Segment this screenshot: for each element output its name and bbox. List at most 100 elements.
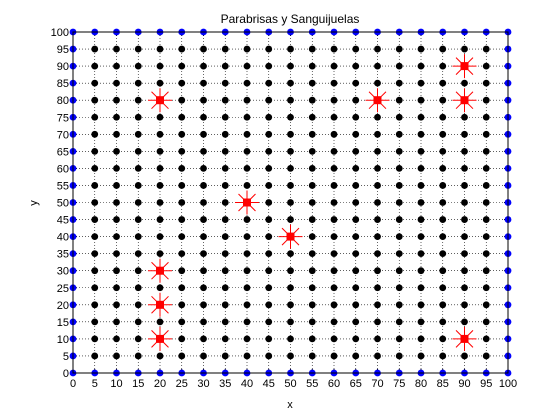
interior-point <box>265 284 273 292</box>
interior-point <box>439 182 447 189</box>
interior-point <box>395 318 403 326</box>
interior-point <box>308 96 316 104</box>
interior-point <box>374 79 381 87</box>
interior-point <box>482 216 490 223</box>
interior-point <box>91 147 99 155</box>
interior-point <box>134 113 142 121</box>
interior-point <box>178 147 186 155</box>
interior-point <box>439 199 447 206</box>
interior-point <box>265 130 273 138</box>
interior-point <box>417 284 425 292</box>
highlight-square <box>373 96 382 105</box>
interior-point <box>243 113 251 121</box>
interior-point <box>243 301 251 309</box>
interior-point <box>243 267 251 275</box>
interior-point <box>417 335 425 343</box>
interior-point <box>308 250 316 258</box>
interior-point <box>287 301 294 309</box>
interior-point <box>113 147 120 155</box>
interior-point <box>243 79 251 87</box>
y-tick-label: 100 <box>51 27 69 39</box>
interior-point <box>395 284 403 292</box>
interior-point <box>243 182 251 189</box>
interior-point <box>113 216 120 223</box>
interior-point <box>221 79 229 87</box>
interior-point <box>287 182 294 189</box>
interior-point <box>439 216 447 223</box>
interior-point <box>439 96 447 104</box>
interior-point <box>482 45 490 53</box>
interior-point <box>308 62 316 70</box>
interior-point <box>221 267 229 275</box>
interior-point <box>265 267 273 275</box>
interior-point <box>134 250 142 258</box>
interior-point <box>200 216 207 223</box>
interior-point <box>439 318 447 326</box>
interior-point <box>417 301 425 309</box>
interior-point <box>178 130 186 138</box>
interior-point <box>461 352 468 360</box>
x-axis-label: x <box>287 399 293 411</box>
interior-point <box>374 318 381 326</box>
interior-point <box>221 216 229 223</box>
interior-point <box>352 147 360 155</box>
interior-point <box>243 62 251 70</box>
interior-point <box>482 335 490 343</box>
interior-point <box>461 216 468 223</box>
interior-point <box>439 62 447 70</box>
interior-point <box>308 352 316 360</box>
interior-point <box>330 165 338 172</box>
interior-point <box>308 301 316 309</box>
interior-point <box>91 199 99 206</box>
x-tick-label: 55 <box>306 378 318 390</box>
interior-point <box>113 352 120 360</box>
interior-point <box>265 165 273 172</box>
highlighted-point <box>452 88 477 113</box>
interior-point <box>113 79 120 87</box>
x-tick-label: 0 <box>70 378 76 390</box>
interior-point <box>156 147 164 155</box>
interior-point <box>134 79 142 87</box>
interior-point <box>91 96 99 104</box>
interior-point <box>374 216 381 223</box>
y-tick-label: 15 <box>57 317 69 329</box>
highlight-square <box>286 232 295 241</box>
interior-point <box>200 182 207 189</box>
interior-point <box>243 335 251 343</box>
interior-point <box>374 335 381 343</box>
interior-point <box>91 284 99 292</box>
interior-point <box>482 147 490 155</box>
y-tick-label: 45 <box>57 215 69 227</box>
interior-point <box>374 352 381 360</box>
interior-point <box>439 233 447 241</box>
interior-point <box>308 318 316 326</box>
interior-point <box>439 267 447 275</box>
interior-point <box>134 96 142 104</box>
interior-point <box>352 318 360 326</box>
x-tick-label: 65 <box>350 378 362 390</box>
interior-point <box>265 318 273 326</box>
highlight-square <box>460 334 469 343</box>
interior-point <box>156 216 164 223</box>
interior-point <box>374 284 381 292</box>
x-tick-label: 85 <box>437 378 449 390</box>
interior-point <box>308 113 316 121</box>
interior-point <box>113 165 120 172</box>
y-tick-label: 55 <box>57 180 69 192</box>
interior-point <box>417 318 425 326</box>
interior-point <box>330 233 338 241</box>
interior-point <box>113 267 120 275</box>
highlighted-point <box>235 190 259 215</box>
highlight-square <box>243 198 251 207</box>
highlighted-points <box>148 54 477 351</box>
interior-point <box>482 79 490 87</box>
interior-point <box>461 318 468 326</box>
interior-point <box>221 335 229 343</box>
interior-point <box>439 165 447 172</box>
interior-point <box>156 318 164 326</box>
interior-point <box>352 301 360 309</box>
interior-point <box>178 233 186 241</box>
y-tick-label: 35 <box>57 249 69 261</box>
interior-point <box>156 165 164 172</box>
interior-point <box>417 199 425 206</box>
